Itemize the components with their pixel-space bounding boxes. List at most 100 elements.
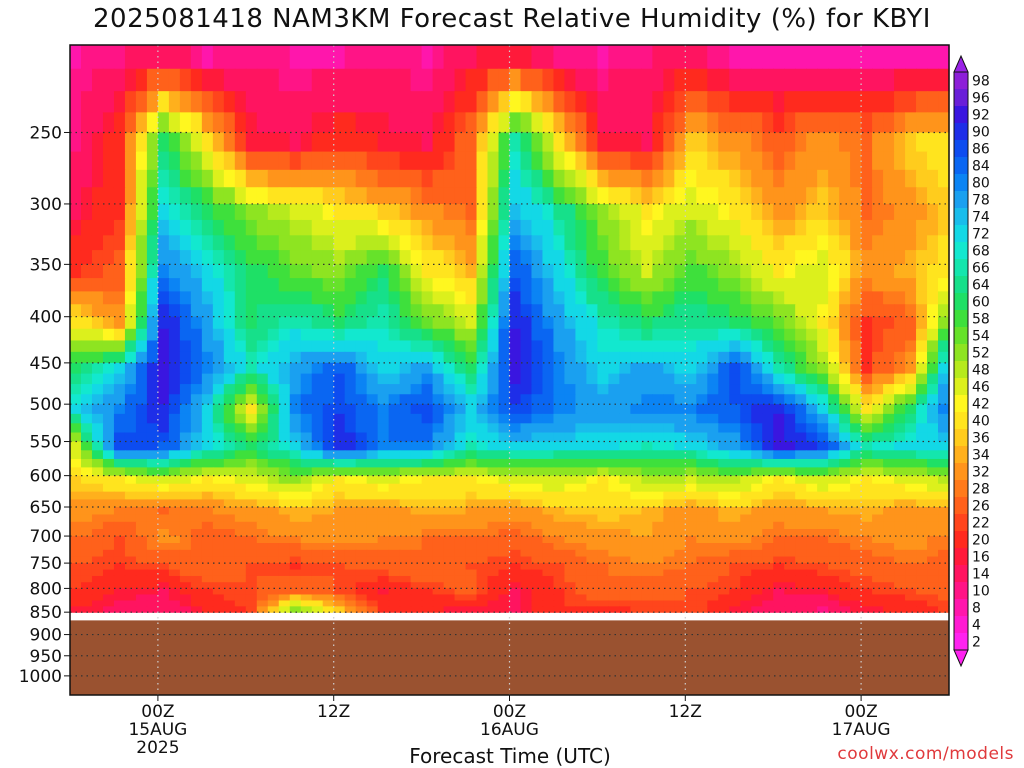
heatmap-cell [91, 594, 104, 602]
heatmap-cell [454, 304, 467, 318]
heatmap-cell [80, 594, 93, 602]
heatmap-cell [355, 483, 368, 493]
heatmap-cell [80, 543, 93, 551]
heatmap-cell [179, 575, 192, 583]
heatmap-cell [223, 514, 236, 523]
heatmap-cell [828, 169, 840, 188]
heatmap-cell [113, 529, 126, 537]
heatmap-cell [432, 112, 445, 134]
heatmap-cell [311, 467, 324, 477]
heatmap-cell [333, 394, 346, 405]
heatmap-cell [410, 475, 423, 485]
heatmap-cell [883, 467, 895, 477]
heatmap-cell [421, 373, 434, 385]
heatmap-cell [696, 340, 708, 353]
credit-link[interactable]: coolwx.com/models [837, 744, 1014, 764]
heatmap-cell [905, 304, 917, 318]
heatmap-cell [333, 278, 346, 293]
heatmap-cell [872, 413, 884, 424]
heatmap-cell [916, 203, 928, 221]
heatmap-cell [223, 404, 236, 415]
heatmap-cell [124, 514, 137, 523]
heatmap-cell [564, 351, 577, 364]
heatmap-cell [278, 450, 291, 460]
heatmap-cell [828, 328, 840, 342]
heatmap-cell [289, 582, 302, 589]
heatmap-cell [586, 507, 598, 516]
y-tick-label: 650 [30, 498, 62, 518]
heatmap-cell [894, 582, 906, 589]
heatmap-cell [938, 549, 950, 558]
heatmap-cell [927, 291, 939, 305]
heatmap-cell [267, 432, 280, 443]
heatmap-cell [674, 549, 686, 558]
heatmap-cell [564, 475, 577, 485]
heatmap-cell [443, 328, 456, 342]
heatmap-cell [201, 556, 214, 564]
heatmap-cell [586, 278, 598, 293]
heatmap-cell [597, 384, 609, 395]
heatmap-cell [696, 458, 708, 468]
heatmap-cell [872, 235, 884, 251]
heatmap-cell [751, 575, 763, 583]
heatmap-cell [245, 219, 258, 236]
heatmap-cell [124, 432, 137, 443]
heatmap-cell [564, 250, 577, 265]
heatmap-cell [597, 491, 609, 500]
heatmap-cell [124, 556, 137, 564]
heatmap-cell [157, 483, 170, 493]
heatmap-cell [267, 521, 280, 530]
heatmap-cell [179, 467, 192, 477]
heatmap-cell [388, 491, 401, 500]
heatmap-cell [806, 543, 818, 551]
heatmap-cell [443, 569, 456, 577]
heatmap-cell [421, 278, 434, 293]
heatmap-cell [355, 304, 368, 318]
heatmap-cell [322, 328, 335, 342]
heatmap-cell [696, 304, 708, 318]
heatmap-cell [641, 404, 653, 415]
heatmap-cell [905, 384, 917, 395]
heatmap-cell [487, 549, 500, 558]
heatmap-cell [674, 151, 686, 171]
heatmap-cell [168, 169, 181, 188]
heatmap-cell [927, 556, 939, 564]
heatmap-cell [190, 483, 203, 493]
heatmap-cell [751, 384, 763, 395]
heatmap-cell [663, 575, 675, 583]
colorbar-swatch [954, 174, 968, 192]
heatmap-cell [201, 529, 214, 537]
heatmap-cell [751, 594, 763, 602]
heatmap-cell [421, 362, 434, 375]
heatmap-cell [542, 68, 555, 92]
heatmap-cell [80, 441, 93, 451]
heatmap-cell [784, 362, 796, 375]
heatmap-cell [894, 250, 906, 265]
colorbar-swatch [954, 480, 968, 498]
heatmap-cell [674, 362, 686, 375]
heatmap-cell [883, 507, 895, 516]
heatmap-cell [245, 423, 258, 434]
heatmap-cell [674, 458, 686, 468]
heatmap-cell [652, 304, 664, 318]
heatmap-cell [344, 219, 357, 236]
heatmap-cell [597, 404, 609, 415]
heatmap-cell [212, 413, 225, 424]
heatmap-cell [333, 304, 346, 318]
heatmap-cell [113, 413, 126, 424]
heatmap-cell [762, 394, 774, 405]
heatmap-cell [102, 549, 115, 558]
heatmap-cell [685, 549, 697, 558]
heatmap-cell [278, 499, 291, 508]
heatmap-cell [663, 250, 675, 265]
heatmap-cell [619, 582, 631, 589]
heatmap-cell [300, 549, 313, 558]
heatmap-cell [905, 151, 917, 171]
heatmap-cell [894, 458, 906, 468]
heatmap-cell [861, 491, 873, 500]
heatmap-cell [531, 521, 544, 530]
heatmap-cell [377, 499, 390, 508]
heatmap-cell [828, 91, 840, 113]
heatmap-cell [641, 340, 653, 353]
heatmap-cell [927, 606, 939, 613]
